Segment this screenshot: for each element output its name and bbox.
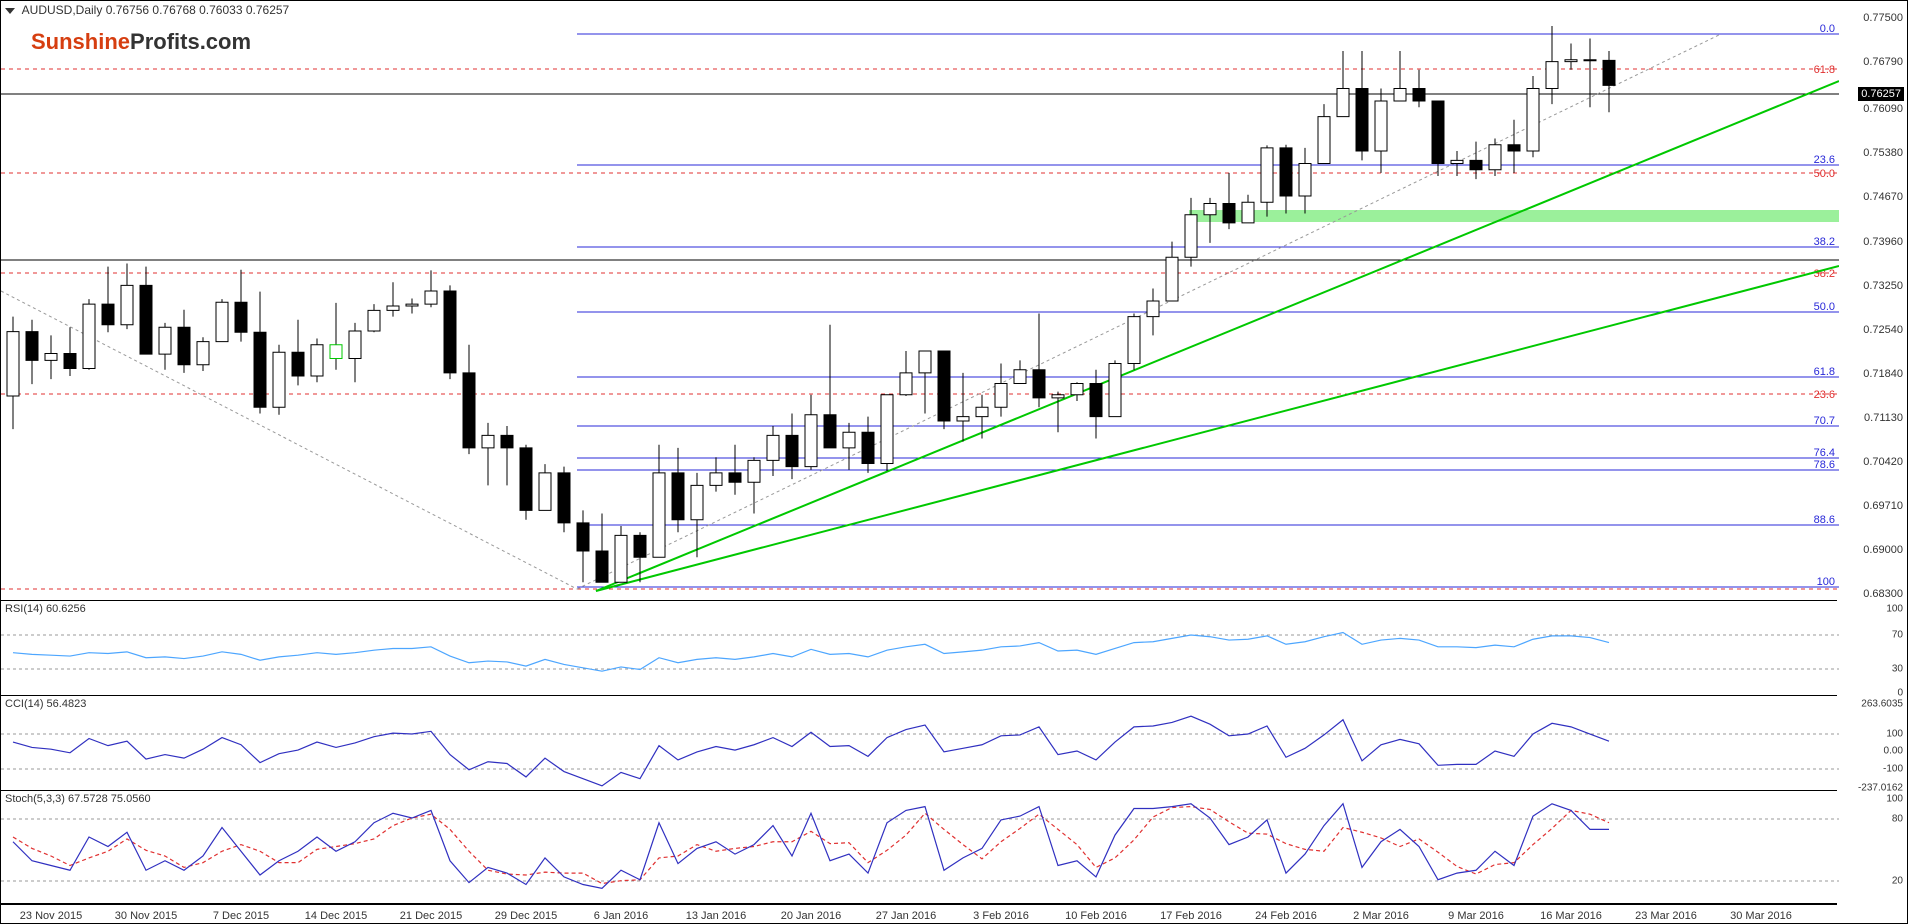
date-tick: 6 Jan 2016 (594, 910, 648, 922)
price-tick: 0.69000 (1863, 544, 1903, 556)
svg-text:100: 100 (1817, 576, 1835, 588)
price-tick: 0.70420 (1863, 456, 1903, 468)
price-tick: 0.72540 (1863, 324, 1903, 336)
date-tick: 16 Mar 2016 (1540, 910, 1602, 922)
svg-text:38.2: 38.2 (1814, 236, 1835, 248)
date-tick: 30 Nov 2015 (115, 910, 177, 922)
date-tick: 2 Mar 2016 (1353, 910, 1409, 922)
date-tick: 23 Nov 2015 (20, 910, 82, 922)
cci-svg (1, 696, 1839, 791)
stoch-axis: 1008020 (1837, 791, 1907, 904)
date-tick: 29 Dec 2015 (495, 910, 557, 922)
price-tick: 0.73250 (1863, 280, 1903, 292)
svg-text:61.8: 61.8 (1814, 64, 1835, 76)
price-tick: 0.69710 (1863, 500, 1903, 512)
date-tick: 17 Feb 2016 (1160, 910, 1222, 922)
svg-text:50.0: 50.0 (1814, 168, 1835, 180)
date-tick: 13 Jan 2016 (686, 910, 747, 922)
main-price-panel[interactable]: 0.0 23.6 38.2 50.0 61.8 70.7 76.478.6 88.6 100 61… (1, 1, 1837, 601)
price-tick: 0.73960 (1863, 236, 1903, 248)
date-tick: 21 Dec 2015 (400, 910, 462, 922)
svg-text:76.4: 76.4 (1814, 447, 1835, 459)
date-axis: 23 Nov 2015 30 Nov 2015 7 Dec 2015 14 Dec 2… (1, 904, 1837, 924)
price-tick: 0.76090 (1863, 103, 1903, 115)
current-price-box: 0.76257 (1858, 87, 1904, 101)
price-tick: 0.68300 (1863, 588, 1903, 600)
date-tick: 30 Mar 2016 (1730, 910, 1792, 922)
svg-text:70.7: 70.7 (1814, 415, 1835, 427)
price-chart-svg: 0.0 23.6 38.2 50.0 61.8 70.7 76.478.6 88.6 100 61… (1, 1, 1839, 601)
price-tick: 0.76790 (1863, 56, 1903, 68)
cci-axis: 263.60351000.00-100-237.0162 (1837, 696, 1907, 791)
date-tick: 9 Mar 2016 (1448, 910, 1504, 922)
date-tick: 3 Feb 2016 (973, 910, 1029, 922)
cci-panel[interactable]: CCI(14) 56.4823 (1, 696, 1837, 791)
price-tick: 0.71130 (1864, 412, 1903, 424)
date-tick: 20 Jan 2016 (781, 910, 842, 922)
date-tick: 10 Feb 2016 (1065, 910, 1127, 922)
chart-container: AUDUSD,Daily 0.76756 0.76768 0.76033 0.7… (0, 0, 1908, 924)
date-tick: 14 Dec 2015 (305, 910, 367, 922)
date-tick: 24 Feb 2016 (1255, 910, 1317, 922)
price-tick: 0.71840 (1863, 368, 1903, 380)
price-tick: 0.77500 (1863, 12, 1903, 24)
date-tick: 27 Jan 2016 (876, 910, 937, 922)
rsi-svg (1, 601, 1839, 696)
rsi-axis: 10070300 (1837, 601, 1907, 696)
date-tick: 7 Dec 2015 (213, 910, 269, 922)
price-tick: 0.74670 (1863, 191, 1903, 203)
svg-text:61.8: 61.8 (1814, 366, 1835, 378)
svg-text:23.6: 23.6 (1814, 389, 1835, 401)
rsi-panel[interactable]: RSI(14) 60.6256 (1, 601, 1837, 696)
svg-text:0.0: 0.0 (1820, 23, 1835, 35)
price-axis: 0.77500 0.76790 0.76090 0.75380 0.74670 0.739… (1837, 1, 1907, 601)
svg-text:23.6: 23.6 (1814, 154, 1835, 166)
svg-text:78.6: 78.6 (1814, 459, 1835, 471)
stoch-svg (1, 791, 1839, 904)
stoch-panel[interactable]: Stoch(5,3,3) 67.5728 75.0560 (1, 791, 1837, 904)
price-tick: 0.75380 (1863, 147, 1903, 159)
date-tick: 23 Mar 2016 (1635, 910, 1697, 922)
svg-text:50.0: 50.0 (1814, 301, 1835, 313)
svg-text:88.6: 88.6 (1814, 514, 1835, 526)
